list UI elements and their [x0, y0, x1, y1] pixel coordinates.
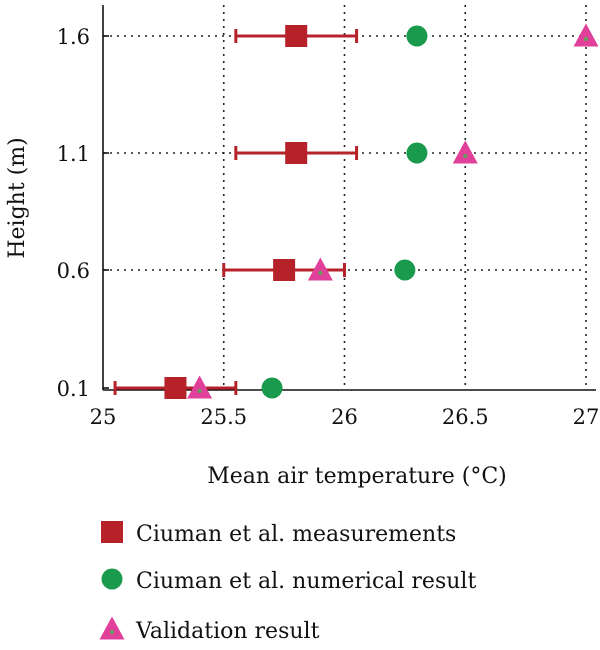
triangle-point — [307, 257, 333, 281]
triangle-shape — [573, 23, 599, 47]
axes — [102, 5, 596, 391]
circle-point — [406, 25, 428, 47]
triangle-center-dot — [197, 389, 202, 393]
legend-square-icon — [101, 521, 123, 543]
grid-lines — [103, 5, 587, 390]
triangle-center-dot — [110, 630, 114, 634]
triangle-center-dot — [318, 271, 323, 275]
tick-labels: 25 25.5 26 26.5 27 0.1 0.6 1.1 1.6 — [57, 25, 600, 429]
triangle-shape — [99, 616, 125, 640]
square-point — [164, 377, 187, 399]
x-tick-label: 26.5 — [442, 405, 489, 429]
triangle-center-dot — [463, 154, 468, 158]
data-marks — [113, 23, 599, 399]
triangle-shape — [307, 257, 333, 281]
legend-circle-icon — [101, 568, 123, 590]
triangle-center-dot — [584, 37, 588, 41]
x-tick-label: 25.5 — [200, 405, 247, 429]
y-tick-label: 1.6 — [57, 25, 90, 49]
triangle-point — [573, 23, 599, 47]
triangle-point — [187, 375, 213, 399]
x-tick-label: 26 — [331, 405, 358, 429]
square-point — [273, 259, 296, 281]
circle-point — [394, 259, 416, 281]
y-tick-label: 0.1 — [57, 377, 90, 401]
square-point — [285, 25, 308, 47]
circle-point — [261, 377, 283, 399]
y-tick-label: 1.1 — [57, 142, 90, 166]
legend-label: Ciuman et al. measurements — [136, 522, 456, 547]
x-axis-title: Mean air temperature (°C) — [207, 464, 506, 489]
legend-label: Validation result — [135, 619, 320, 644]
y-tick-label: 0.6 — [57, 259, 90, 283]
triangle-point — [452, 140, 478, 164]
x-tick-label: 25 — [90, 405, 117, 429]
square-point — [285, 142, 308, 164]
triangle-shape — [187, 375, 213, 399]
triangle-shape — [452, 140, 478, 164]
legend-triangle-icon — [99, 616, 125, 640]
legend-label: Ciuman et al. numerical result — [136, 569, 476, 594]
legend: Ciuman et al. measurements Ciuman et al. … — [99, 521, 476, 644]
x-tick-label: 27 — [573, 405, 600, 429]
circle-point — [406, 142, 428, 164]
y-axis-title: Height (m) — [5, 137, 30, 258]
